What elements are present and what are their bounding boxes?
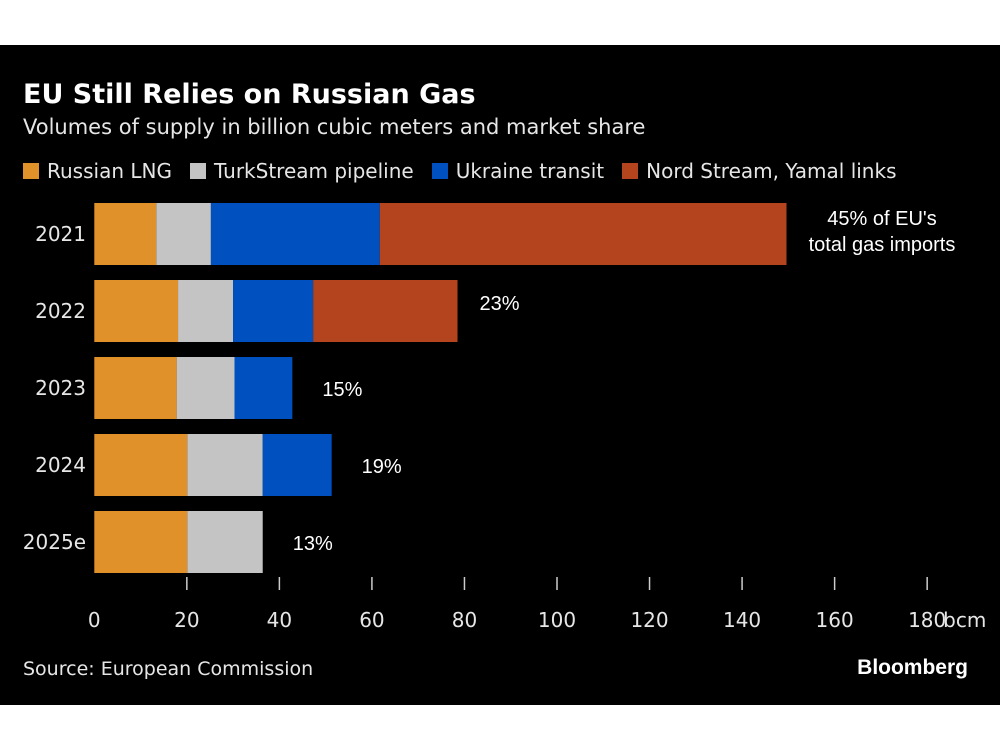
legend-label: Ukraine transit	[455, 159, 605, 183]
x-tick-label: 40	[267, 608, 292, 632]
share-annotation: 19%	[362, 456, 402, 478]
bloomberg-logo: Bloomberg	[857, 656, 968, 679]
legend-item: Ukraine transit	[431, 159, 605, 183]
bar-segment	[176, 357, 235, 419]
bar-segment	[210, 203, 380, 265]
legend-swatch	[189, 163, 206, 179]
category-label: 2022	[35, 299, 86, 323]
source-note: Source: European Commission	[23, 658, 314, 680]
category-label: 2025e	[23, 530, 86, 554]
bar-segment	[94, 511, 188, 573]
share-annotation: 15%	[322, 379, 362, 401]
legend-swatch	[431, 163, 448, 179]
bar-segment	[187, 511, 263, 573]
x-tick-label: 100	[538, 608, 576, 632]
bar-segment	[262, 434, 332, 496]
x-tick-label: 140	[723, 608, 761, 632]
legend-item: Russian LNG	[23, 159, 172, 183]
x-tick-label: 120	[630, 608, 668, 632]
bar-segment	[379, 203, 787, 265]
bar-segment	[94, 357, 177, 419]
legend-item: Nord Stream, Yamal links	[622, 159, 897, 183]
legend-swatch	[622, 163, 639, 179]
x-tick-label: 160	[816, 608, 854, 632]
x-tick-label: 20	[174, 608, 199, 632]
x-tick-label: 60	[359, 608, 384, 632]
bar-segment	[156, 203, 211, 265]
category-label: 2024	[35, 453, 86, 477]
legend-swatch	[23, 163, 39, 179]
bar-segment	[313, 280, 458, 342]
bar-segment	[94, 280, 179, 342]
chart-panel: EU Still Relies on Russian Gas Volumes o…	[0, 45, 1000, 705]
x-unit-label: bcm	[943, 608, 986, 632]
bar-segment	[234, 357, 293, 419]
x-tick-label: 180	[908, 608, 946, 632]
bar-chart: 2021 45% of EU's total gas imports 2022 23% 2…	[23, 203, 986, 632]
legend-label: TurkStream pipeline	[213, 159, 414, 183]
legend: Russian LNG TurkStream pipeline Ukraine tr…	[23, 159, 897, 183]
x-tick-label: 80	[452, 608, 477, 632]
bar-segment	[94, 434, 188, 496]
x-tick-label: 0	[88, 608, 101, 632]
category-label: 2021	[35, 222, 86, 246]
bar-segment	[233, 280, 314, 342]
share-annotation: 23%	[480, 293, 520, 315]
bar-segment	[94, 203, 157, 265]
legend-item: TurkStream pipeline	[189, 159, 414, 183]
share-annotation: 45% of EU's total gas imports	[809, 208, 956, 256]
legend-label: Nord Stream, Yamal links	[646, 159, 897, 183]
bar-segment	[187, 434, 263, 496]
chart-subtitle: Volumes of supply in billion cubic meter…	[23, 115, 646, 139]
chart-title: EU Still Relies on Russian Gas	[23, 79, 476, 110]
bar-segment	[178, 280, 234, 342]
legend-label: Russian LNG	[47, 159, 172, 183]
category-label: 2023	[35, 376, 86, 400]
share-annotation: 13%	[293, 533, 333, 555]
